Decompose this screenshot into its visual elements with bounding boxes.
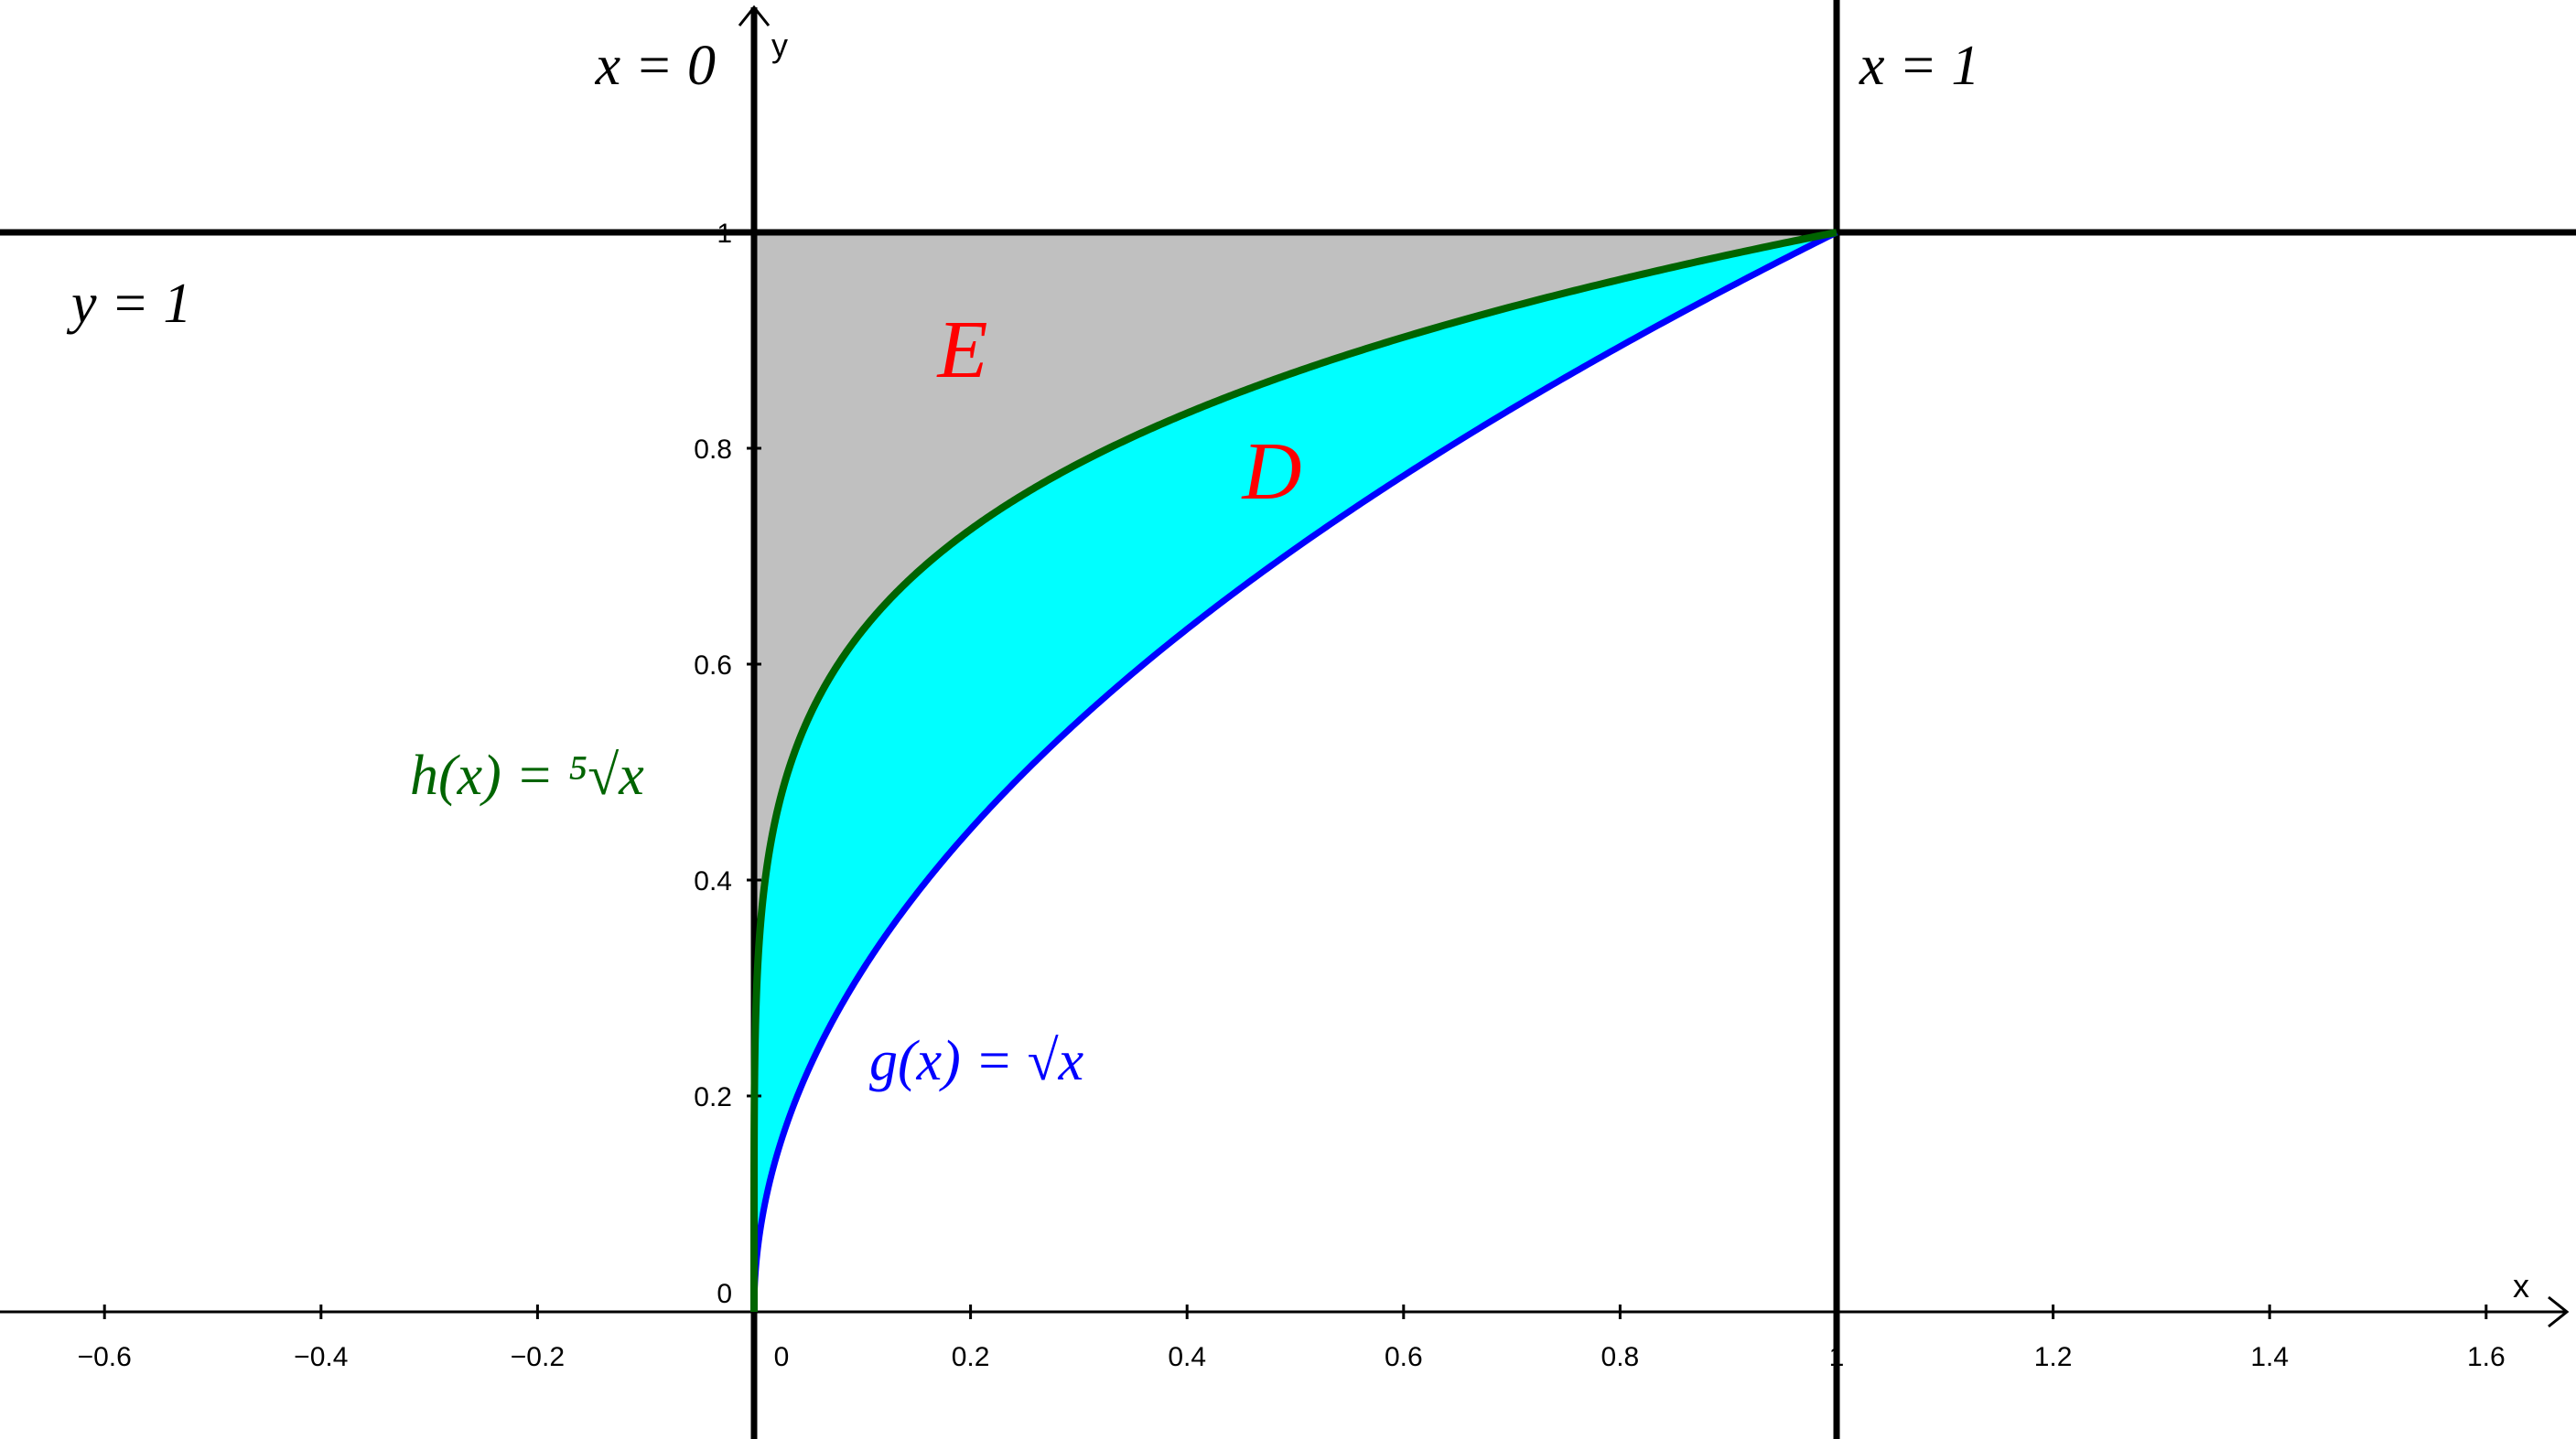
label-x-equals-0: x = 0 bbox=[595, 35, 716, 97]
y-tick-labels: 0 0.2 0.4 0.6 0.8 1 bbox=[694, 219, 732, 1309]
region-e-label: E bbox=[936, 305, 988, 395]
x-tick-label: 0.6 bbox=[1385, 1342, 1423, 1372]
y-tick-label: 0 bbox=[717, 1279, 732, 1309]
x-tick-label: −0.2 bbox=[511, 1342, 565, 1372]
x-tick-label: −0.4 bbox=[294, 1342, 348, 1372]
x-tick-labels: −0.6 −0.4 −0.2 0 0.2 0.4 0.6 0.8 1 1.2 1.4 1.6 bbox=[78, 1342, 2506, 1372]
x-tick-label: 1 bbox=[1829, 1342, 1845, 1372]
x-tick-label: 0.4 bbox=[1168, 1342, 1206, 1372]
label-g: g(x) = √x bbox=[869, 1030, 1084, 1092]
y-tick-label: 0.6 bbox=[694, 650, 732, 681]
x-tick-label: 0.2 bbox=[952, 1342, 990, 1372]
label-x-equals-1: x = 1 bbox=[1859, 35, 1979, 97]
curve-g bbox=[750, 229, 1838, 1312]
x-tick-label: 1.2 bbox=[2034, 1342, 2073, 1372]
y-axis-label: y bbox=[771, 27, 788, 64]
x-tick-label: 1.4 bbox=[2250, 1342, 2289, 1372]
x-tick-label: 0.8 bbox=[1601, 1342, 1640, 1372]
label-h: h(x) = ⁵√x bbox=[410, 745, 644, 807]
region-d-label: D bbox=[1241, 426, 1302, 517]
y-tick-label: 0.4 bbox=[694, 866, 732, 897]
label-y-equals-1: y = 1 bbox=[66, 273, 191, 335]
x-tick-label: 0 bbox=[774, 1342, 790, 1372]
region-e bbox=[754, 232, 1837, 1312]
x-tick-label: −0.6 bbox=[78, 1342, 132, 1372]
x-axis-arrow-icon bbox=[2548, 1295, 2570, 1328]
y-tick-label: 0.2 bbox=[694, 1082, 732, 1112]
region-d bbox=[754, 232, 1837, 1312]
x-tick-label: 1.6 bbox=[2467, 1342, 2506, 1372]
y-tick-label: 0.8 bbox=[694, 435, 732, 465]
y-tick-label: 1 bbox=[717, 219, 732, 249]
curve-h bbox=[750, 229, 1838, 1312]
x-axis-label: x bbox=[2513, 1267, 2529, 1305]
